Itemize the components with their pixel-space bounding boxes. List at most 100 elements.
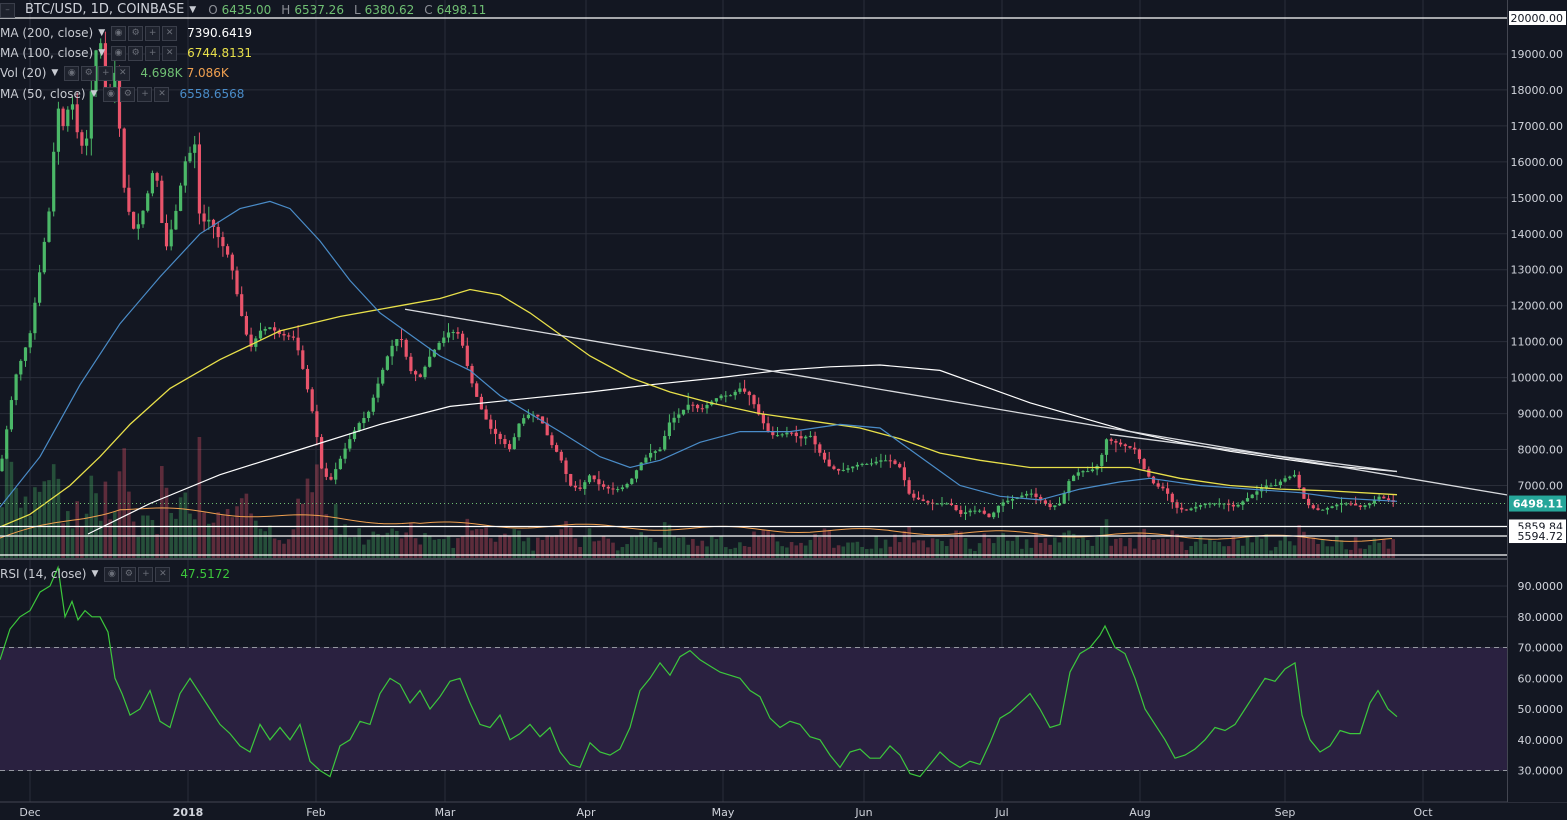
- candle-body[interactable]: [451, 332, 455, 334]
- candle-body[interactable]: [719, 395, 723, 399]
- candle-body[interactable]: [771, 431, 775, 436]
- candle-body[interactable]: [1161, 486, 1165, 489]
- candle-body[interactable]: [334, 469, 338, 480]
- gear-icon[interactable]: ⚙: [120, 86, 136, 102]
- candle-body[interactable]: [1175, 502, 1179, 508]
- candle-body[interactable]: [1264, 485, 1268, 488]
- candle-body[interactable]: [545, 423, 549, 436]
- candle-body[interactable]: [602, 484, 606, 487]
- candle-body[interactable]: [1189, 508, 1193, 511]
- volume-name[interactable]: Vol (20): [0, 66, 47, 80]
- candle-body[interactable]: [865, 463, 869, 465]
- candle-body[interactable]: [620, 487, 624, 490]
- candle-body[interactable]: [1039, 497, 1043, 501]
- candle-body[interactable]: [1104, 439, 1109, 455]
- candle-body[interactable]: [1081, 471, 1085, 473]
- chevron-down-icon[interactable]: ▼: [90, 89, 98, 99]
- candle-body[interactable]: [1020, 495, 1024, 498]
- candle-body[interactable]: [428, 356, 432, 367]
- candle-body[interactable]: [1166, 488, 1170, 494]
- candle-body[interactable]: [869, 463, 874, 465]
- candle-body[interactable]: [794, 432, 798, 437]
- ma50-name[interactable]: MA (50, close): [0, 87, 86, 101]
- candle-body[interactable]: [367, 411, 371, 419]
- candle-body[interactable]: [837, 468, 841, 471]
- candle-body[interactable]: [968, 510, 972, 513]
- candle-body[interactable]: [733, 391, 737, 396]
- candle-body[interactable]: [221, 237, 225, 247]
- time-axis[interactable]: Dec 2018 Feb Mar Apr May Jun Jul Aug Sep Oct: [19, 806, 1433, 819]
- candle-body[interactable]: [1123, 444, 1127, 447]
- eye-icon[interactable]: ◉: [104, 566, 120, 582]
- candle-body[interactable]: [1076, 472, 1080, 476]
- candle-body[interactable]: [1156, 483, 1160, 487]
- candle-body[interactable]: [1269, 485, 1273, 487]
- candle-body[interactable]: [973, 510, 977, 512]
- candle-body[interactable]: [230, 254, 234, 271]
- eye-icon[interactable]: ◉: [111, 25, 127, 41]
- candle-body[interactable]: [1292, 474, 1297, 477]
- candle-body[interactable]: [1368, 503, 1372, 506]
- candle-body[interactable]: [677, 414, 681, 418]
- candle-body[interactable]: [150, 173, 154, 194]
- symbol-title[interactable]: BTC/USD, 1D, COINBASE: [25, 2, 185, 17]
- candle-body[interactable]: [1321, 509, 1325, 511]
- candle-body[interactable]: [132, 211, 136, 229]
- candle-body[interactable]: [1236, 504, 1240, 507]
- candle-body[interactable]: [56, 108, 60, 152]
- candle-body[interactable]: [935, 503, 939, 505]
- candle-body[interactable]: [1283, 478, 1287, 482]
- candle-body[interactable]: [625, 483, 629, 488]
- candle-body[interactable]: [945, 503, 949, 505]
- candle-body[interactable]: [174, 210, 178, 230]
- candle-body[interactable]: [1377, 496, 1381, 500]
- candle-body[interactable]: [738, 388, 742, 392]
- candle-body[interactable]: [1325, 508, 1329, 510]
- candle-body[interactable]: [1358, 505, 1362, 507]
- candle-body[interactable]: [418, 374, 422, 377]
- candle-body[interactable]: [1330, 506, 1334, 509]
- candle-body[interactable]: [211, 219, 216, 227]
- candle-body[interactable]: [14, 374, 18, 401]
- candle-body[interactable]: [1245, 498, 1250, 502]
- candle-body[interactable]: [1307, 498, 1311, 506]
- candle-body[interactable]: [978, 510, 982, 512]
- candle-body[interactable]: [559, 451, 563, 461]
- candle-body[interactable]: [996, 505, 1000, 513]
- candle-body[interactable]: [517, 423, 521, 438]
- candle-body[interactable]: [136, 224, 140, 229]
- candle-body[interactable]: [216, 226, 220, 238]
- candle-body[interactable]: [301, 350, 305, 369]
- candle-body[interactable]: [381, 369, 385, 384]
- candle-body[interactable]: [888, 460, 892, 462]
- candle-body[interactable]: [442, 337, 446, 343]
- candle-body[interactable]: [240, 294, 244, 317]
- candle-body[interactable]: [47, 211, 51, 242]
- candle-body[interactable]: [926, 501, 930, 503]
- candle-body[interactable]: [503, 438, 507, 445]
- candle-body[interactable]: [399, 339, 404, 341]
- symbol-legend[interactable]: – BTC/USD, 1D, COINBASE ▼ O 6435.00 H 6537…: [0, 2, 486, 18]
- trendline-1[interactable]: [1109, 433, 1398, 473]
- candle-body[interactable]: [790, 432, 794, 434]
- candle-body[interactable]: [1250, 494, 1254, 499]
- candle-body[interactable]: [879, 460, 883, 462]
- eye-icon[interactable]: ◉: [103, 86, 119, 102]
- candle-body[interactable]: [315, 411, 319, 438]
- ma100-line[interactable]: [0, 288, 1398, 528]
- candle-body[interactable]: [1241, 501, 1245, 505]
- candle-body[interactable]: [1142, 459, 1146, 470]
- candle-body[interactable]: [1147, 469, 1151, 477]
- candle-body[interactable]: [226, 246, 230, 255]
- candle-body[interactable]: [630, 478, 634, 484]
- legend-volume[interactable]: Vol (20) ▼ ◉ ⚙ + ✕ 4.698K 7.086K: [0, 65, 229, 81]
- plus-icon[interactable]: +: [137, 86, 153, 102]
- eye-icon[interactable]: ◉: [111, 45, 127, 61]
- candle-body[interactable]: [766, 423, 770, 432]
- candle-body[interactable]: [291, 336, 295, 338]
- candle-body[interactable]: [493, 428, 498, 434]
- candle-body[interactable]: [1137, 449, 1141, 460]
- candle-body[interactable]: [893, 460, 897, 464]
- candle-body[interactable]: [1034, 493, 1038, 498]
